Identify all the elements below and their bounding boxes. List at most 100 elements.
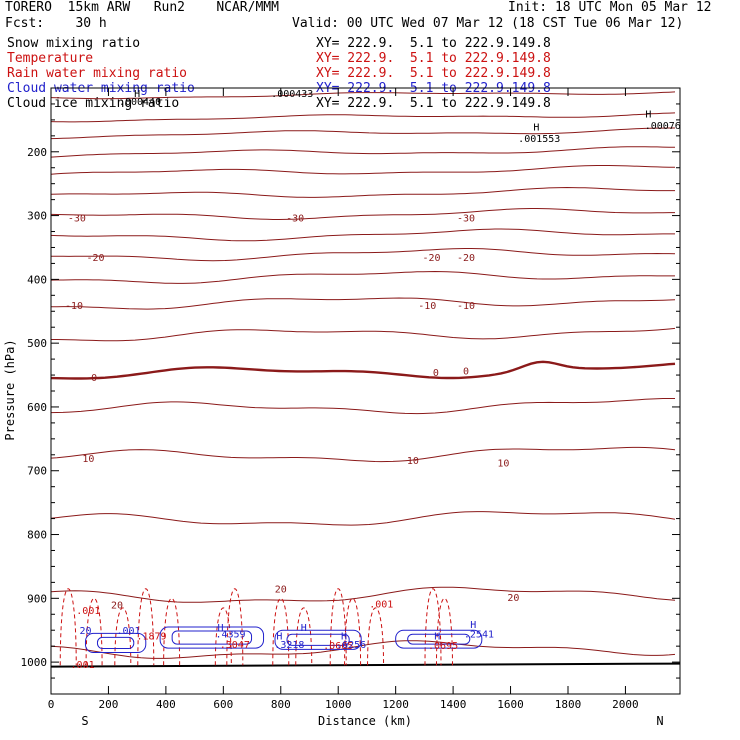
isotherm-0 xyxy=(50,360,676,380)
legend-rain-xy: XY= 222.9. 5.1 to 222.9.149.8 xyxy=(316,66,551,81)
isotherm-label: -30 xyxy=(286,213,304,224)
hydrometeor-contours xyxy=(59,588,483,666)
header-init: Init: 18 UTC Mon 05 Mar 12 xyxy=(508,0,712,15)
cloud-water-contour xyxy=(395,629,483,649)
legend-temp-xy: XY= 222.9. 5.1 to 222.9.149.8 xyxy=(316,51,551,66)
rain-contour xyxy=(295,607,313,666)
isotherm-label: -20 xyxy=(457,253,475,264)
header-valid: Valid: 00 UTC Wed 07 Mar 12 (18 CST Tue … xyxy=(292,16,684,31)
isotherm-5 xyxy=(50,398,675,415)
y-tick-label: 1000 xyxy=(21,656,48,669)
isotherm-label: 10 xyxy=(82,454,94,465)
isotherm--50 xyxy=(50,127,675,140)
cloud-water-contour-inner xyxy=(171,630,253,645)
maximum-label: .000433 xyxy=(271,89,313,100)
cloud-max-label: H xyxy=(434,631,440,642)
header-model: TORERO 15km ARW Run2 NCAR/MMM xyxy=(5,0,279,15)
isotherm-label: -10 xyxy=(457,301,475,312)
isotherm-label: 0 xyxy=(433,368,439,379)
x-tick-label: 2000 xyxy=(612,698,639,711)
axes: 0 200 400 600 800 1000 1200 1400 1600 1800 2000200… xyxy=(21,87,681,711)
isotherm--60 xyxy=(50,91,676,100)
isotherm-lines xyxy=(50,91,681,668)
rain-label: .1879 xyxy=(136,631,166,642)
rain-label: .3047 xyxy=(220,640,250,651)
cloud-water-contour xyxy=(159,626,265,649)
rain-label: .0665 xyxy=(323,641,353,652)
isotherm--15 xyxy=(50,270,675,284)
rain-contour xyxy=(424,588,442,666)
isotherm--20 xyxy=(50,248,676,262)
x-axis-label: Distance (km) xyxy=(318,714,412,728)
maximum-label: H xyxy=(134,89,140,100)
isotherm-label: -10 xyxy=(418,301,436,312)
contour-labels: -30 -30 -30 -20 -20 -20 -10 -10 -10 0 0 0 10 10 10 20 20… xyxy=(65,89,681,671)
endpoint-north: N xyxy=(656,714,663,728)
y-tick-label: 500 xyxy=(27,337,47,350)
x-tick-label: 200 xyxy=(99,698,119,711)
x-tick-label: 1000 xyxy=(325,698,352,711)
cloud-max-label: H xyxy=(301,623,307,634)
maximum-label: .001553 xyxy=(518,134,560,145)
maximum-label: .000440 xyxy=(119,97,161,108)
x-tick-label: 800 xyxy=(271,698,291,711)
isotherm-label: 20 xyxy=(275,585,287,596)
isotherm-25 xyxy=(50,640,676,659)
cloud-label: .001 xyxy=(117,626,141,637)
isotherm-15 xyxy=(50,511,676,526)
isotherm-label: 0 xyxy=(91,373,97,384)
isotherm--25 xyxy=(50,228,675,242)
legend-cloudice-xy: XY= 222.9. 5.1 to 222.9.149.8 xyxy=(316,96,551,111)
rain-label: .0695 xyxy=(428,641,458,652)
y-tick-label: 900 xyxy=(27,592,47,605)
isotherm-10 xyxy=(50,446,676,463)
rain-contour xyxy=(137,588,155,666)
cloud-water-contour-inner xyxy=(96,636,135,650)
legend-rain-name: Rain water mixing ratio xyxy=(7,66,188,81)
cloud-water-contour xyxy=(84,632,147,654)
isotherm--40 xyxy=(50,165,676,175)
isotherm-label: 10 xyxy=(407,456,419,467)
isotherm-label: -20 xyxy=(423,253,441,264)
plot-frame xyxy=(50,87,681,695)
isotherm-label: 10 xyxy=(497,458,509,469)
cloud-max-label: H xyxy=(341,631,347,642)
isotherm-20 xyxy=(50,586,676,603)
x-tick-label: 600 xyxy=(213,698,233,711)
x-tick-label: 1400 xyxy=(440,698,467,711)
y-tick-label: 400 xyxy=(27,273,47,286)
isotherm-label: 20 xyxy=(111,601,123,612)
isotherm-label: 20 xyxy=(507,593,519,604)
isotherm-label: 0 xyxy=(463,367,469,378)
rain-label: .001 xyxy=(71,660,95,671)
cloud-water-contour xyxy=(274,629,362,650)
cloud-label: .3218 xyxy=(274,640,304,651)
x-tick-label: 1800 xyxy=(555,698,582,711)
x-tick-label: 1200 xyxy=(382,698,409,711)
cloud-max-label: H xyxy=(470,620,476,631)
isotherm--30 xyxy=(50,208,675,220)
rain-contour xyxy=(367,607,385,666)
legend-snow-xy: XY= 222.9. 5.1 to 222.9.149.8 xyxy=(316,36,551,51)
cloud-label: .6256 xyxy=(336,640,366,651)
rain-contour xyxy=(114,607,132,666)
legend-temp-name: Temperature xyxy=(7,51,94,66)
rain-contour xyxy=(329,588,347,666)
y-tick-label: 800 xyxy=(27,529,47,542)
maximum-label: H xyxy=(533,122,539,133)
isotherm--35 xyxy=(50,186,675,198)
x-tick-label: 1600 xyxy=(497,698,524,711)
rain-contour xyxy=(214,607,232,666)
surface-line xyxy=(50,662,681,668)
y-axis-label: Pressure (hPa) xyxy=(3,339,17,440)
isotherm--5 xyxy=(51,327,676,342)
cloud-max-label: H xyxy=(217,623,223,634)
rain-label: .001 xyxy=(369,599,393,610)
maximum-label: H xyxy=(645,110,651,121)
legend-cloudice-name: Cloud ice mixing ratio xyxy=(7,96,180,111)
legend-snow-name: Snow mixing ratio xyxy=(7,36,141,51)
y-tick-label: 300 xyxy=(27,210,47,223)
x-tick-label: 0 xyxy=(48,698,55,711)
y-tick-label: 700 xyxy=(27,465,47,478)
